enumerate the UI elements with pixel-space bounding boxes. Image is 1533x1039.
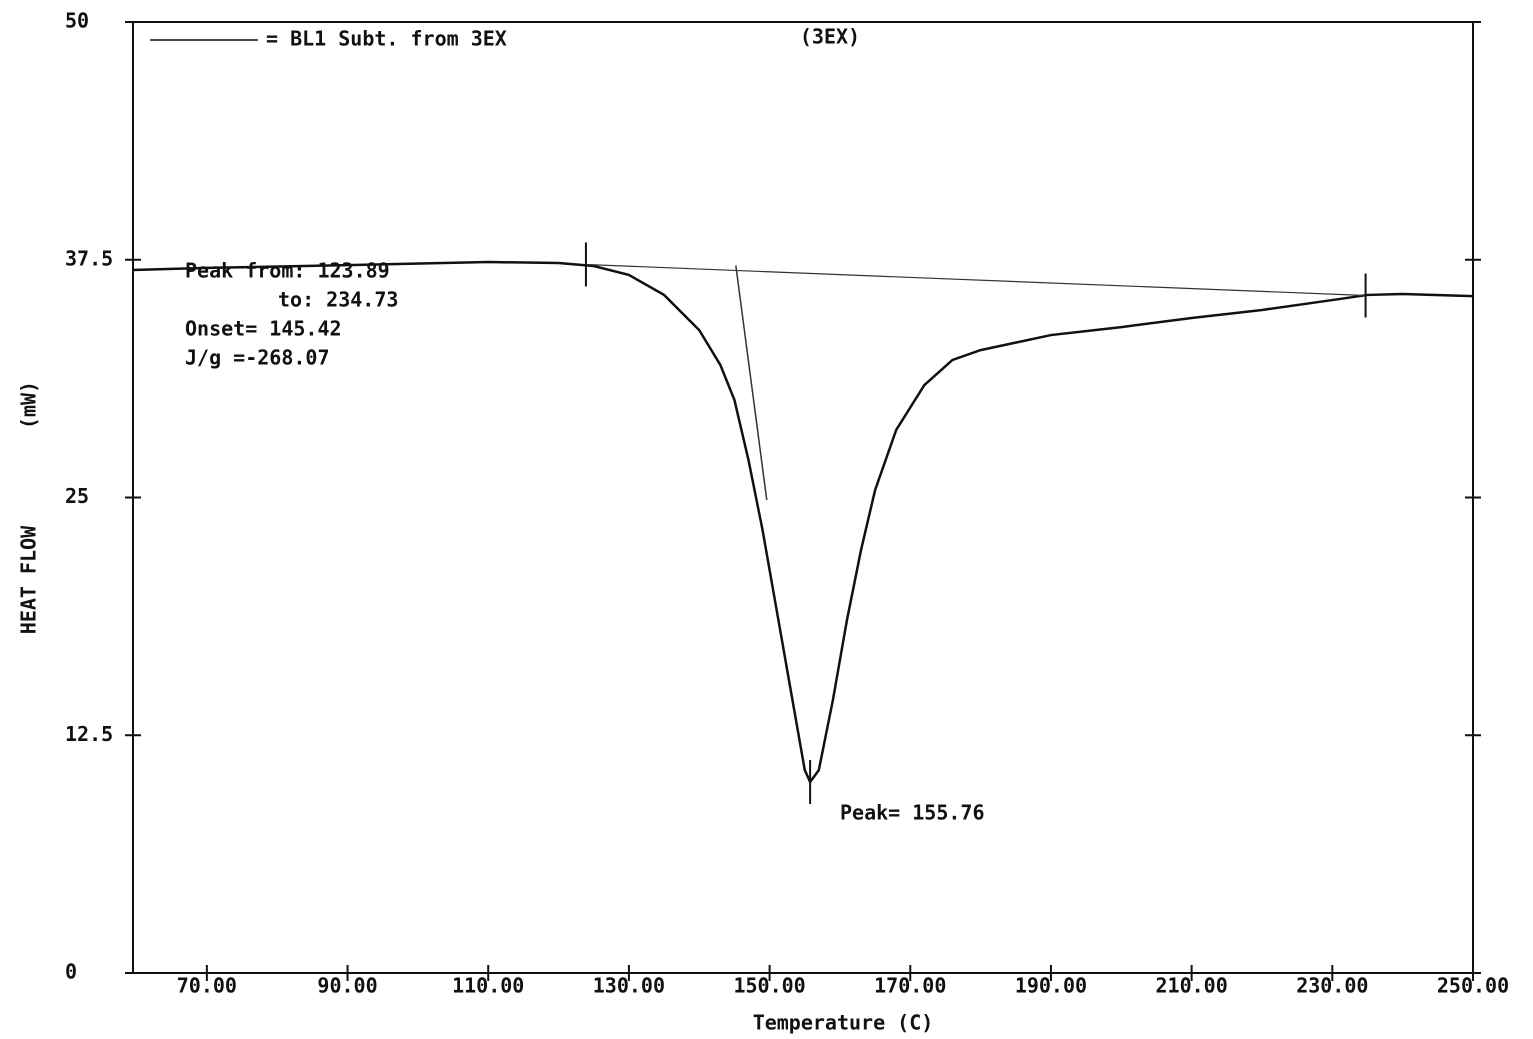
chart-title: (3EX) xyxy=(800,25,860,49)
annotation: to: 234.73 xyxy=(278,288,398,312)
y-axis-label: HEAT FLOW xyxy=(17,525,41,634)
annotation: Onset= 145.42 xyxy=(185,317,342,341)
y-tick-label: 0 xyxy=(65,960,77,984)
annotation: Peak= 155.76 xyxy=(840,801,985,825)
plot-frame xyxy=(132,21,1474,974)
data-line xyxy=(132,260,1474,785)
x-axis-label: Temperature (C) xyxy=(753,1011,934,1035)
annotation: Peak from: 123.89 xyxy=(185,259,390,283)
annotation: J/g =-268.07 xyxy=(185,346,330,370)
y-tick-label: 50 xyxy=(65,9,89,33)
y-tick-label: 12.5 xyxy=(65,722,113,746)
y-tick-label: 25 xyxy=(65,484,89,508)
legend-label: = BL1 Subt. from 3EX xyxy=(266,27,507,51)
y-tick-label: 37.5 xyxy=(65,246,113,270)
onset-tangent xyxy=(735,265,768,501)
y-axis-unit: (mW) xyxy=(17,381,41,429)
baseline-line xyxy=(585,263,1366,297)
